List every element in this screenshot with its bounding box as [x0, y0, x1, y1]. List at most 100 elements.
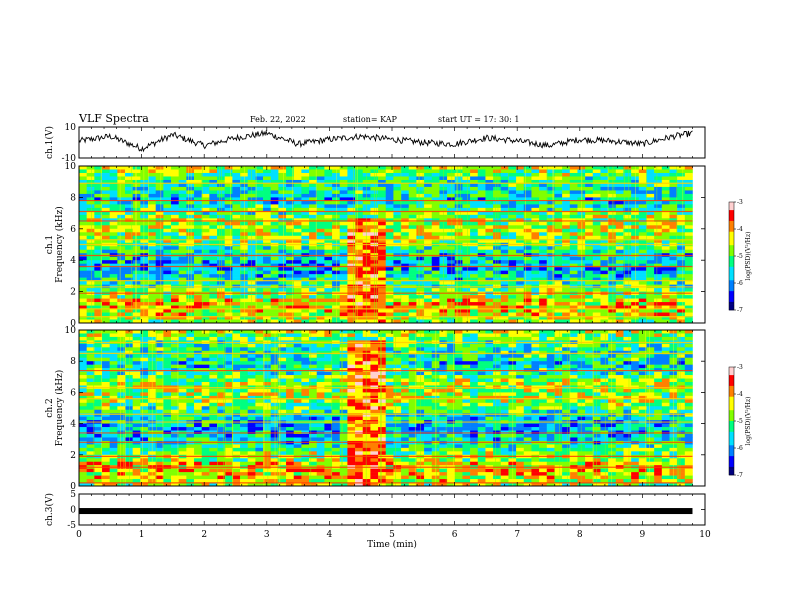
ch1-spec-cell [263, 190, 272, 195]
ch1-spec-cell [109, 211, 118, 216]
ch1-spec-cell [125, 281, 133, 285]
ch2-spec-cell [615, 350, 624, 355]
ch1-spec-cell [539, 319, 548, 324]
ch1-spec-cell [316, 221, 325, 226]
ch1-spec-cell [684, 309, 693, 313]
ch1-spec-cell [186, 274, 195, 278]
ch1-spec-cell [546, 176, 555, 181]
ch1-spec-cell [224, 309, 233, 313]
ch1-spec-cell [102, 309, 110, 313]
ch2-spec-cell [470, 371, 479, 376]
ch2-spec-cell [94, 371, 103, 376]
y-axis-label: Frequency (kHz) [54, 206, 65, 283]
ch1-spec-cell [232, 232, 241, 237]
ch1-spec-cell [416, 179, 425, 184]
ch2-spec-cell [500, 347, 509, 352]
ch1-spec-cell [623, 228, 632, 233]
ch2-spec-cell [309, 364, 318, 369]
ch1-spec-cell [554, 302, 563, 306]
ch2-spec-cell [546, 361, 555, 365]
ch1-spec-cell [424, 302, 433, 306]
ch1-spec-cell [263, 267, 272, 271]
ch2-spec-cell [286, 350, 295, 355]
ch1-spec-cell [638, 312, 647, 317]
ch2-spec-cell [592, 371, 601, 376]
ch1-spec-cell [125, 204, 133, 209]
ch2-spec-cell [347, 371, 356, 376]
ch2-spec-cell [431, 357, 440, 362]
ch1-spec-cell [79, 312, 87, 317]
ch1-spec-cell [600, 166, 609, 170]
ch1-spec-cell [355, 172, 364, 177]
ch2-spec-cell [332, 371, 341, 376]
ch2-spec-cell [462, 350, 471, 355]
ch2-spec-cell [140, 333, 149, 338]
ch1-spec-cell [531, 267, 540, 271]
ch1-spec-cell [362, 235, 371, 240]
ch1-spec-cell [117, 197, 126, 202]
ch2-spec-cell [638, 357, 647, 362]
ch1-spec-cell [209, 172, 218, 177]
ch1-spec-cell [148, 319, 156, 324]
ch1-spec-cell [194, 200, 202, 205]
ch1-spec-cell [178, 246, 187, 251]
ch2-spec-cell [638, 343, 647, 348]
ch1-spec-cell [102, 263, 110, 268]
ch2-spec-cell [209, 330, 218, 334]
ch1-spec-cell [79, 239, 87, 244]
ch2-spec-cell [477, 347, 486, 352]
ch1-spec-cell [355, 309, 364, 313]
ch1-spec-cell [393, 211, 402, 216]
ch1-spec-cell [585, 288, 594, 292]
ch1-spec-cell [539, 298, 548, 303]
ch1-spec-cell [263, 183, 272, 188]
ch1-spec-cell [585, 260, 594, 264]
ch1-spec-cell [539, 267, 548, 271]
ch2-spec-cell [385, 333, 394, 338]
ch1-spec-cell [201, 277, 210, 282]
ch1-spec-cell [600, 193, 609, 198]
ch1-spec-cell [263, 274, 272, 278]
ch1-spec-cell [270, 232, 279, 237]
ch1-spec-cell [278, 312, 287, 317]
ch1-spec-cell [270, 225, 279, 230]
ch1-spec-cell [493, 277, 502, 282]
ch1-spec-cell [240, 319, 249, 324]
ch1-spec-cell [362, 232, 371, 237]
ch1-spec-cell [615, 319, 624, 324]
ch1-spec-cell [148, 166, 156, 170]
ch1-spec-cell [600, 214, 609, 219]
ch1-spec-cell [217, 298, 225, 303]
ch1-spec-cell [148, 316, 156, 320]
ch1-spec-cell [240, 176, 249, 181]
ch1-spec-cell [631, 319, 640, 324]
ch1-spec-cell [592, 281, 601, 285]
ch1-spec-cell [493, 316, 502, 320]
ch2-spec-cell [155, 343, 164, 348]
ch1-spec-cell [117, 179, 126, 184]
ch1-spec-cell [293, 246, 302, 251]
ch1-spec-cell [508, 305, 517, 310]
ch1-spec-cell [385, 239, 394, 244]
ch1-spec-cell [79, 176, 87, 181]
ch1-spec-cell [401, 225, 410, 230]
ch1-spec-cell [531, 190, 540, 195]
ch1-spec-cell [654, 204, 663, 209]
ch1-spec-cell [270, 267, 279, 271]
ch1-spec-cell [316, 281, 325, 285]
ch1-spec-cell [684, 204, 693, 209]
ch1-spec-cell [493, 312, 502, 317]
ch1-spec-cell [109, 179, 118, 184]
ch1-spec-cell [477, 274, 486, 278]
ch2-spec-cell [447, 330, 456, 334]
ch2-spec-cell [646, 350, 655, 355]
ch1-spec-cell [324, 260, 333, 264]
ch1-spec-cell [140, 249, 149, 254]
ch2-spec-cell [209, 333, 218, 338]
ch1-spec-cell [401, 232, 410, 237]
ch1-spec-cell [286, 190, 295, 195]
ch1-spec-cell [232, 190, 241, 195]
ch1-spec-cell [454, 263, 463, 268]
ch1-spec-cell [454, 288, 463, 292]
ch1-spec-cell [232, 295, 241, 299]
